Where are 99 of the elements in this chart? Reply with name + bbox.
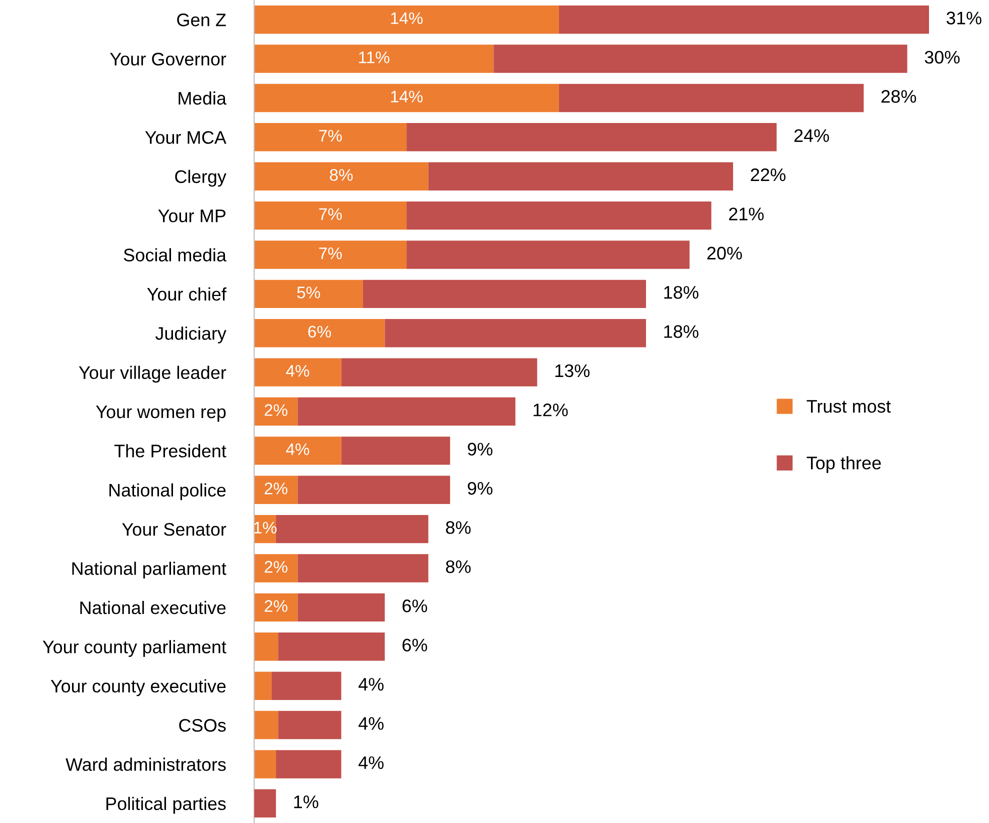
bar	[278, 632, 385, 661]
bar	[254, 476, 298, 504]
bar	[254, 397, 298, 426]
data-label: 7%	[319, 208, 342, 220]
total-label: 4%	[358, 756, 384, 769]
total-label: 4%	[358, 678, 384, 691]
data-label: 14%	[391, 12, 423, 24]
data-label: 6%	[308, 326, 331, 338]
y-tick-label: Clergy	[175, 170, 226, 187]
y-tick-label: Your women rep	[96, 406, 226, 422]
total-label: 8%	[446, 560, 471, 574]
y-tick-label: Your village leader	[78, 366, 226, 383]
y-tick-label: Ward administrators	[66, 758, 226, 771]
bar	[254, 710, 278, 740]
bar	[558, 5, 930, 34]
bar	[254, 554, 298, 582]
total-label: 13%	[555, 364, 590, 378]
bar	[254, 358, 342, 386]
y-tick-label: Your Senator	[122, 523, 226, 536]
legend-label: Top three	[806, 456, 881, 473]
total-label: 22%	[750, 168, 786, 182]
data-label: 4%	[286, 443, 310, 456]
bar	[254, 672, 272, 700]
total-label: 21%	[729, 208, 764, 220]
total-label: 12%	[534, 404, 568, 416]
bar	[428, 162, 734, 190]
total-label: 6%	[402, 600, 428, 612]
bar	[298, 554, 428, 582]
total-label: 8%	[446, 521, 471, 534]
data-label: 11%	[359, 52, 390, 64]
bar	[406, 123, 777, 152]
bar	[298, 476, 450, 504]
bar	[254, 280, 364, 308]
y-tick-label: Your chief	[147, 287, 226, 301]
data-label: 14%	[391, 90, 423, 102]
total-label: 18%	[664, 325, 698, 338]
bar	[363, 280, 646, 308]
data-label: 4%	[286, 365, 310, 377]
bar	[254, 789, 276, 818]
bar	[254, 84, 559, 112]
bar	[254, 201, 407, 230]
y-tick-label: Your MCA	[145, 131, 226, 144]
bar	[254, 750, 276, 778]
total-label: 4%	[358, 717, 384, 730]
data-label: 2%	[264, 404, 288, 416]
bar	[254, 44, 494, 73]
data-label: 7%	[319, 247, 342, 260]
bar	[276, 750, 342, 778]
bar	[341, 436, 450, 465]
bar	[254, 162, 428, 190]
total-label: 9%	[468, 482, 492, 495]
bar	[254, 240, 407, 269]
y-tick-label: National parliament	[72, 562, 226, 579]
y-tick-label: Your county parliament	[42, 640, 226, 657]
data-label: 2%	[264, 560, 288, 573]
bar	[254, 436, 342, 465]
bar	[341, 358, 538, 386]
total-label: 30%	[924, 50, 960, 64]
total-label: 20%	[707, 246, 742, 260]
bar	[272, 672, 342, 700]
data-label: 2%	[264, 482, 288, 494]
total-label: 9%	[468, 442, 492, 456]
bar	[406, 240, 690, 269]
data-label: 8%	[330, 169, 353, 181]
y-tick-label: CSOs	[179, 718, 226, 732]
bar	[558, 84, 864, 112]
total-label: 31%	[946, 12, 982, 24]
bar	[254, 5, 559, 34]
bar	[278, 710, 342, 740]
total-label: 24%	[794, 129, 829, 142]
bar	[298, 397, 516, 426]
bar	[254, 632, 278, 661]
data-label: 2%	[264, 600, 288, 612]
y-tick-label: Your MP	[158, 210, 226, 222]
y-tick-label: Gen Z	[177, 14, 226, 26]
y-tick-label: Judiciary	[155, 326, 226, 344]
total-label: 28%	[881, 90, 916, 103]
bar	[254, 123, 407, 152]
bar	[276, 514, 428, 544]
legend-label: Trust most	[806, 400, 891, 413]
bar	[254, 319, 385, 348]
data-label: 5%	[297, 286, 320, 298]
data-label: 7%	[319, 130, 342, 142]
y-tick-label: National executive	[80, 600, 226, 614]
y-tick-label: The President	[114, 444, 226, 458]
bar	[384, 319, 646, 348]
y-tick-label: Your Governor	[110, 52, 226, 66]
y-tick-label: Media	[178, 91, 226, 105]
bar	[494, 44, 908, 73]
y-tick-label: National police	[109, 483, 226, 500]
bar	[254, 593, 298, 622]
y-tick-label: Political parties	[106, 796, 226, 814]
y-tick-label: Social media	[124, 248, 226, 262]
bar	[406, 201, 712, 230]
total-label: 18%	[664, 286, 698, 299]
bar	[298, 593, 385, 622]
total-label: 6%	[402, 638, 428, 652]
y-tick-label: Your county executive	[50, 679, 226, 696]
total-label: 1%	[294, 796, 318, 808]
